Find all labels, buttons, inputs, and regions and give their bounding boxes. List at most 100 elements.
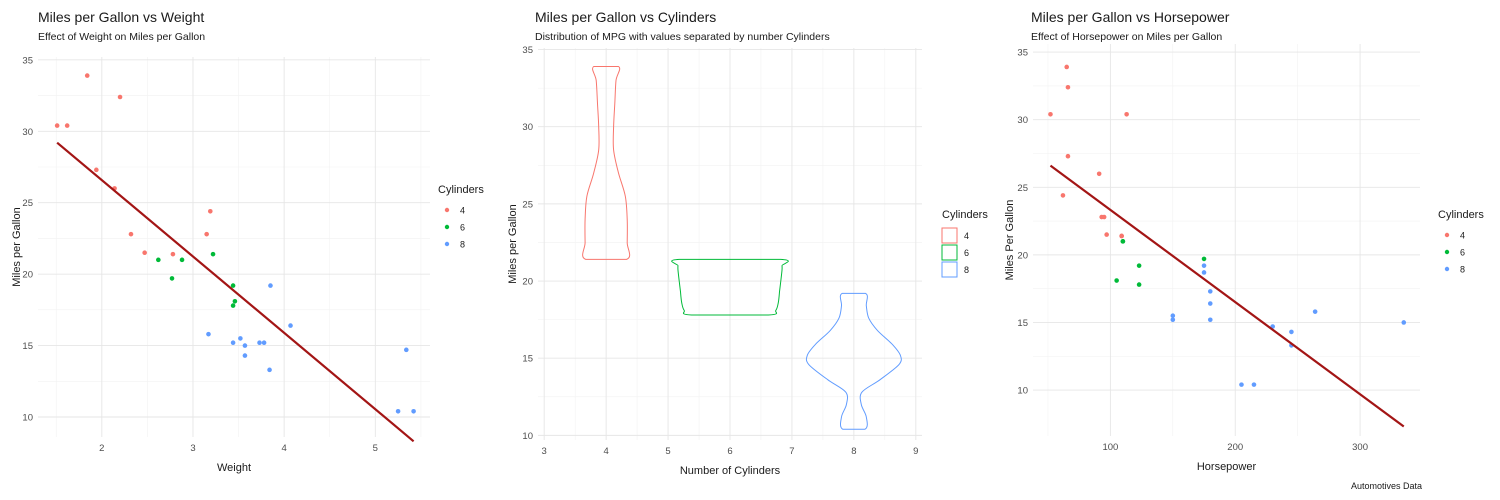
x-tick-label: 9 (913, 446, 918, 457)
legend-label: 6 (1460, 248, 1465, 258)
point-cyl-6 (1136, 282, 1142, 287)
chart-title: Miles per Gallon vs Cylinders (535, 9, 716, 25)
point-cyl-8 (1170, 313, 1176, 318)
legend-label: 8 (460, 240, 465, 250)
point-cyl-8 (238, 336, 243, 341)
legend-label: 6 (460, 223, 465, 233)
y-tick-label: 30 (22, 127, 33, 138)
y-tick-label: 25 (1017, 183, 1028, 194)
point-cyl-8 (1401, 320, 1407, 325)
y-tick-label: 35 (22, 55, 33, 66)
point-cyl-8 (411, 408, 416, 414)
point-cyl-6 (230, 303, 236, 308)
x-tick-label: 5 (665, 446, 670, 457)
y-tick-label: 15 (22, 341, 33, 352)
point-cyl-4 (207, 208, 213, 214)
x-tick-label: 2 (99, 443, 104, 454)
y-tick-label: 25 (22, 198, 33, 209)
legend-key-8 (444, 241, 450, 247)
x-axis-label: Weight (217, 462, 251, 474)
violin-cyl-4 (582, 66, 631, 260)
point-cyl-4 (54, 123, 60, 128)
chart-title: Miles per Gallon vs Weight (38, 9, 204, 25)
point-cyl-8 (230, 340, 236, 346)
y-tick-label: 20 (522, 277, 533, 288)
point-cyl-4 (94, 167, 99, 173)
point-cyl-6 (156, 257, 161, 263)
point-cyl-6 (1114, 278, 1119, 283)
point-cyl-6 (1120, 239, 1126, 244)
point-cyl-4 (117, 94, 123, 100)
x-tick-label: 7 (789, 446, 794, 457)
legend-key-8 (941, 261, 958, 278)
x-tick-label: 100 (1102, 442, 1118, 453)
legend: Cylinders 4 6 8 (438, 184, 484, 250)
y-axis-label: Miles per Gallon (11, 207, 23, 286)
point-cyl-8 (206, 331, 211, 337)
point-cyl-8 (1289, 329, 1294, 335)
point-cyl-4 (1119, 233, 1124, 239)
grid (38, 57, 430, 437)
y-tick-label: 30 (522, 122, 533, 133)
y-tick-label: 15 (1017, 318, 1028, 329)
x-tick-label: 3 (190, 443, 195, 454)
y-tick-label: 20 (1017, 250, 1028, 261)
point-cyl-8 (288, 323, 293, 328)
x-tick-label: 4 (603, 446, 608, 457)
point-cyl-8 (268, 283, 273, 288)
point-cyl-6 (210, 251, 216, 257)
point-cyl-6 (1201, 256, 1207, 262)
x-tick-label: 3 (542, 446, 547, 457)
legend: Cylinders 4 6 8 (941, 209, 988, 278)
legend-label: 8 (1460, 265, 1465, 275)
point-cyl-4 (1101, 214, 1107, 220)
horsepower-panel: Miles per Gallon vs Horsepower Effect of … (1004, 9, 1484, 473)
chart-subtitle: Effect of Horsepower on Miles per Gallon (1031, 31, 1222, 43)
legend-label: 4 (1460, 231, 1465, 241)
point-cyl-4 (204, 231, 209, 237)
legend-label: 4 (460, 206, 465, 216)
violin-cyl-6 (671, 258, 789, 316)
point-cyl-6 (230, 283, 236, 288)
point-cyl-4 (1124, 111, 1129, 117)
point-cyl-4 (1048, 111, 1053, 117)
point-cyl-6 (169, 276, 175, 281)
legend-label: 8 (964, 265, 969, 275)
grid (538, 48, 922, 440)
legend-label: 6 (964, 248, 969, 258)
y-tick-label: 35 (1017, 48, 1028, 59)
y-tick-label: 30 (1017, 115, 1028, 126)
point-cyl-8 (257, 340, 262, 346)
legend-title: Cylinders (942, 209, 988, 221)
point-cyl-8 (395, 408, 401, 414)
point-cyl-4 (64, 123, 70, 128)
point-cyl-6 (1136, 263, 1142, 268)
point-cyl-8 (1201, 270, 1207, 275)
x-tick-label: 4 (281, 443, 286, 454)
legend-key-4 (941, 227, 958, 244)
x-tick-label: 6 (727, 446, 732, 457)
caption: Automotives Data (1351, 481, 1422, 491)
y-tick-label: 20 (22, 270, 33, 281)
cylinders-panel: Miles per Gallon vs Cylinders Distributio… (507, 9, 988, 477)
point-cyl-8 (1207, 301, 1213, 306)
point-cyl-8 (242, 343, 248, 348)
y-axis-label: Miles Per Gallon (1004, 200, 1016, 281)
y-axis-label: Miles per Gallon (507, 204, 519, 283)
legend: Cylinders 4 6 8 (1438, 209, 1484, 275)
legend-key-6 (941, 244, 958, 261)
point-cyl-8 (1207, 317, 1213, 323)
legend-title: Cylinders (1438, 209, 1484, 221)
point-cyl-8 (403, 347, 409, 353)
point-cyl-6 (179, 257, 185, 263)
legend-key-6 (1444, 249, 1450, 255)
point-cyl-8 (1239, 382, 1244, 387)
regression-line (1049, 164, 1405, 428)
x-tick-label: 5 (373, 443, 378, 454)
point-cyl-4 (1104, 232, 1109, 237)
grid (1033, 44, 1420, 436)
point-cyl-6 (232, 298, 238, 304)
point-cyl-4 (1060, 193, 1066, 198)
point-cyl-8 (1170, 317, 1176, 323)
